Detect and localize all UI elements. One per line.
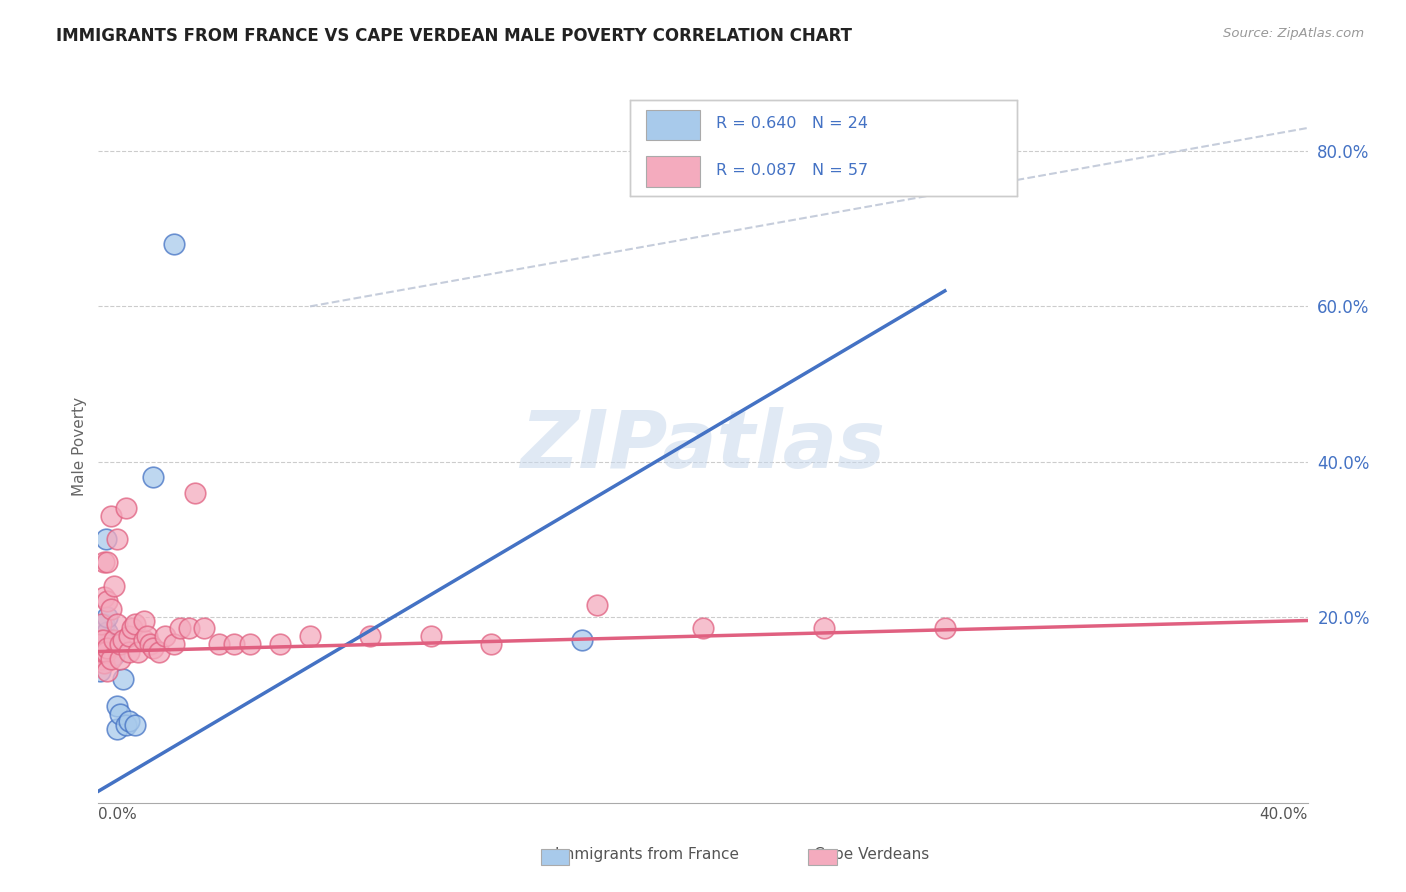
Point bbox=[103, 637, 125, 651]
Point bbox=[93, 656, 115, 670]
Point bbox=[571, 632, 593, 647]
Point bbox=[132, 614, 155, 628]
Point bbox=[208, 637, 231, 651]
Point bbox=[193, 621, 215, 635]
Point bbox=[481, 637, 503, 651]
Point bbox=[89, 664, 111, 678]
Point bbox=[96, 664, 118, 678]
Point bbox=[96, 609, 118, 624]
Point bbox=[90, 632, 112, 647]
Point bbox=[111, 672, 134, 686]
Point bbox=[103, 648, 125, 663]
Point bbox=[108, 652, 131, 666]
Point bbox=[91, 632, 114, 647]
Point bbox=[105, 722, 128, 736]
Point bbox=[169, 621, 191, 635]
Point bbox=[153, 629, 176, 643]
Point bbox=[114, 718, 136, 732]
Text: Source: ZipAtlas.com: Source: ZipAtlas.com bbox=[1223, 27, 1364, 40]
Point bbox=[111, 632, 134, 647]
Point bbox=[813, 621, 835, 635]
Point bbox=[100, 632, 122, 647]
Point bbox=[179, 621, 201, 635]
Point bbox=[91, 640, 114, 655]
Point bbox=[142, 470, 165, 484]
Point bbox=[148, 644, 170, 658]
Point bbox=[108, 637, 131, 651]
Point bbox=[96, 594, 118, 608]
Point bbox=[90, 644, 112, 658]
Point bbox=[90, 644, 112, 658]
Point bbox=[135, 629, 157, 643]
Point bbox=[163, 637, 186, 651]
Point bbox=[93, 555, 115, 569]
Point bbox=[93, 591, 115, 605]
Point bbox=[100, 602, 122, 616]
Point bbox=[132, 632, 155, 647]
Point bbox=[269, 637, 291, 651]
Point bbox=[586, 598, 609, 612]
Point bbox=[90, 652, 112, 666]
Point bbox=[121, 621, 143, 635]
Point bbox=[100, 637, 122, 651]
Text: ZIPatlas: ZIPatlas bbox=[520, 407, 886, 485]
Point bbox=[108, 706, 131, 721]
Point bbox=[118, 644, 141, 658]
Point bbox=[100, 508, 122, 523]
Point bbox=[93, 617, 115, 632]
Point bbox=[142, 640, 165, 655]
Text: Immigrants from France: Immigrants from France bbox=[555, 847, 738, 862]
Point bbox=[103, 632, 125, 647]
Point bbox=[224, 637, 246, 651]
Point bbox=[360, 629, 382, 643]
Point bbox=[139, 637, 162, 651]
Point bbox=[163, 237, 186, 252]
Point bbox=[96, 637, 118, 651]
Text: IMMIGRANTS FROM FRANCE VS CAPE VERDEAN MALE POVERTY CORRELATION CHART: IMMIGRANTS FROM FRANCE VS CAPE VERDEAN M… bbox=[56, 27, 852, 45]
Point bbox=[91, 644, 114, 658]
Point bbox=[96, 625, 118, 640]
Point bbox=[90, 617, 112, 632]
Text: 40.0%: 40.0% bbox=[1260, 806, 1308, 822]
Point bbox=[934, 621, 956, 635]
Point bbox=[118, 714, 141, 729]
Text: Cape Verdeans: Cape Verdeans bbox=[814, 847, 929, 862]
Point bbox=[127, 644, 149, 658]
Point bbox=[93, 644, 115, 658]
Point bbox=[103, 579, 125, 593]
Point bbox=[93, 644, 115, 658]
Y-axis label: Male Poverty: Male Poverty bbox=[72, 396, 87, 496]
Point bbox=[89, 644, 111, 658]
Point bbox=[100, 652, 122, 666]
Point bbox=[96, 640, 118, 655]
Text: 0.0%: 0.0% bbox=[98, 806, 138, 822]
Point bbox=[420, 629, 443, 643]
Point bbox=[89, 637, 111, 651]
Point bbox=[90, 632, 112, 647]
Point bbox=[96, 555, 118, 569]
Point bbox=[184, 485, 207, 500]
Point bbox=[118, 629, 141, 643]
Point bbox=[239, 637, 262, 651]
Point bbox=[105, 532, 128, 546]
Point bbox=[105, 617, 128, 632]
Point bbox=[105, 698, 128, 713]
Point bbox=[299, 629, 322, 643]
Point bbox=[93, 629, 115, 643]
Point bbox=[124, 617, 146, 632]
Point bbox=[692, 621, 714, 635]
Point bbox=[124, 718, 146, 732]
Point bbox=[94, 644, 117, 658]
Point bbox=[114, 501, 136, 516]
Point bbox=[94, 532, 117, 546]
